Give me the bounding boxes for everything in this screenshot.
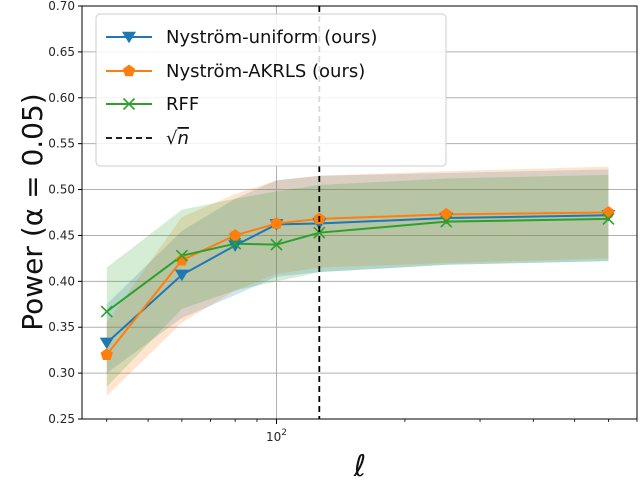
point-series-2 (313, 226, 326, 239)
band-series-1 (106, 166, 609, 397)
legend-marker-1 (122, 64, 136, 77)
legend-box (95, 13, 447, 167)
y-tick-label: 0.35 (48, 320, 75, 334)
point-series-1 (270, 217, 283, 229)
series-markers (99, 206, 616, 361)
y-tick-label: 0.30 (48, 366, 75, 380)
point-series-2 (229, 237, 242, 250)
y-tick-label: 0.65 (48, 45, 75, 59)
y-tick-label: 0.60 (48, 91, 75, 105)
y-tick-label: 0.70 (48, 0, 75, 13)
point-series-2 (602, 212, 615, 225)
point-series-2 (270, 238, 283, 251)
y-axis-ticks: 0.25 0.30 0.35 0.40 0.45 0.50 0.55 0.60 0.65 0.70 (48, 0, 82, 426)
point-series-1 (440, 207, 453, 220)
x-tick-label: 102 (266, 428, 287, 444)
y-tick-label: 0.45 (48, 228, 75, 242)
legend-entries: Nyström-uniform (ours) Nyström-AKRLS (our… (106, 27, 377, 149)
point-series-0 (174, 269, 189, 282)
legend-label-vline: √n (166, 128, 189, 149)
point-series-2 (440, 215, 453, 228)
point-series-1 (175, 253, 189, 266)
legend-marker-2 (122, 97, 136, 111)
y-tick-label: 0.40 (48, 274, 75, 288)
y-axis-label: Power (α = 0.05) (16, 93, 49, 330)
y-tick-label: 0.25 (48, 412, 75, 426)
x-tick-label-base: 10 (266, 430, 281, 444)
point-series-0 (228, 240, 243, 252)
plot-frame (81, 5, 638, 420)
point-series-1 (100, 348, 113, 361)
point-series-2 (100, 305, 113, 318)
y-tick-label: 0.50 (48, 183, 75, 197)
legend: Nyström-uniform (ours) Nyström-AKRLS (our… (95, 13, 447, 167)
point-series-1 (228, 228, 242, 241)
legend-marker-0 (122, 31, 136, 44)
legend-label-2: RFF (166, 94, 199, 115)
y-tick-label: 0.55 (48, 137, 75, 151)
x-axis-ticks: 102 (106, 419, 638, 444)
x-tick-label-exponent: 2 (281, 428, 287, 438)
x-axis-label: ℓ (353, 449, 366, 481)
legend-label-1: Nyström-AKRLS (ours) (166, 61, 365, 82)
point-series-2 (175, 249, 188, 262)
legend-label-0: Nyström-uniform (ours) (166, 27, 377, 48)
band-series-2 (106, 174, 609, 387)
point-series-0 (99, 337, 114, 350)
